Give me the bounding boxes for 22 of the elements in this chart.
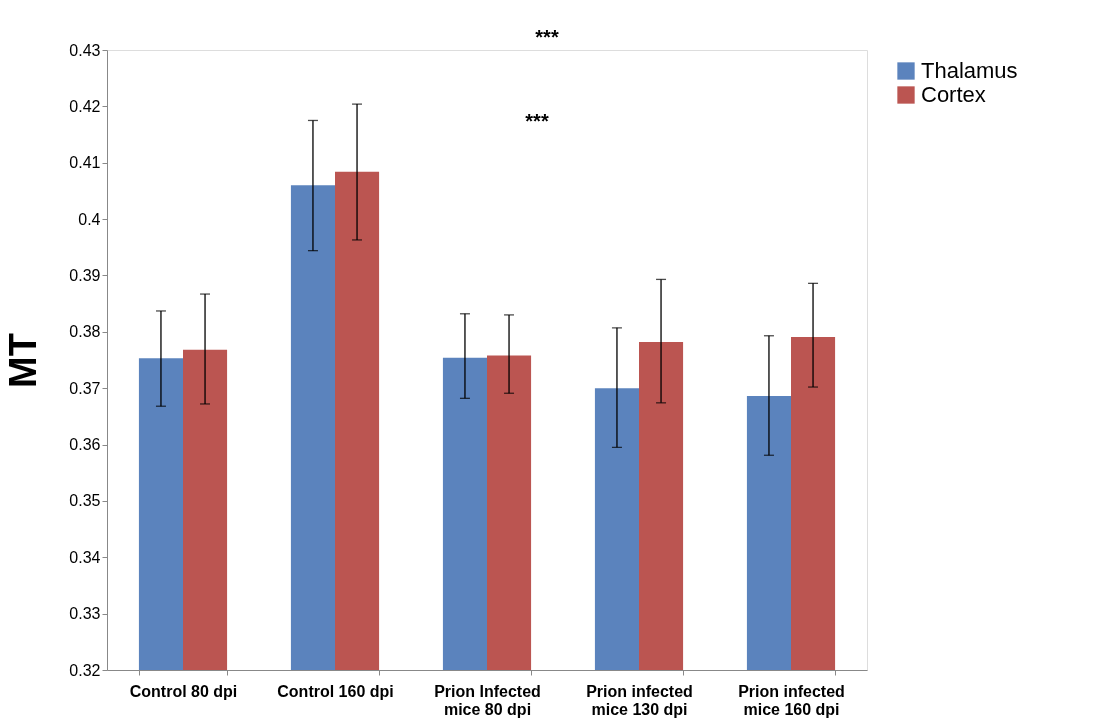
y-tick-label: 0.4 bbox=[78, 210, 101, 228]
y-axis-title: MT bbox=[2, 333, 45, 388]
y-tick-label: 0.35 bbox=[69, 492, 101, 510]
x-tick-label: Control 160 dpi bbox=[277, 682, 394, 700]
y-tick-label: 0.41 bbox=[69, 154, 101, 172]
y-tick-label: 0.43 bbox=[69, 41, 101, 59]
x-tick-label: Prion Infected mice 80 dpi bbox=[434, 682, 541, 718]
y-tick-label: 0.36 bbox=[69, 436, 101, 454]
legend-label: Thalamus bbox=[921, 58, 1018, 83]
y-tick-label: 0.32 bbox=[69, 661, 101, 679]
y-tick-label: 0.38 bbox=[69, 323, 101, 341]
x-tick-label: Prion infected mice 130 dpi bbox=[586, 682, 693, 718]
x-tick-label: Control 80 dpi bbox=[129, 682, 238, 700]
y-tick-label: 0.39 bbox=[69, 266, 101, 284]
y-tick-label: 0.33 bbox=[69, 605, 101, 623]
legend-label: Cortex bbox=[921, 82, 986, 107]
y-tick-label: 0.42 bbox=[69, 97, 101, 115]
x-tick-label: Prion infected mice 160 dpi bbox=[738, 682, 845, 718]
annotation: *** bbox=[525, 110, 549, 132]
y-tick-label: 0.34 bbox=[69, 548, 101, 566]
y-tick-label: 0.37 bbox=[69, 379, 101, 397]
text: *** bbox=[535, 26, 559, 48]
